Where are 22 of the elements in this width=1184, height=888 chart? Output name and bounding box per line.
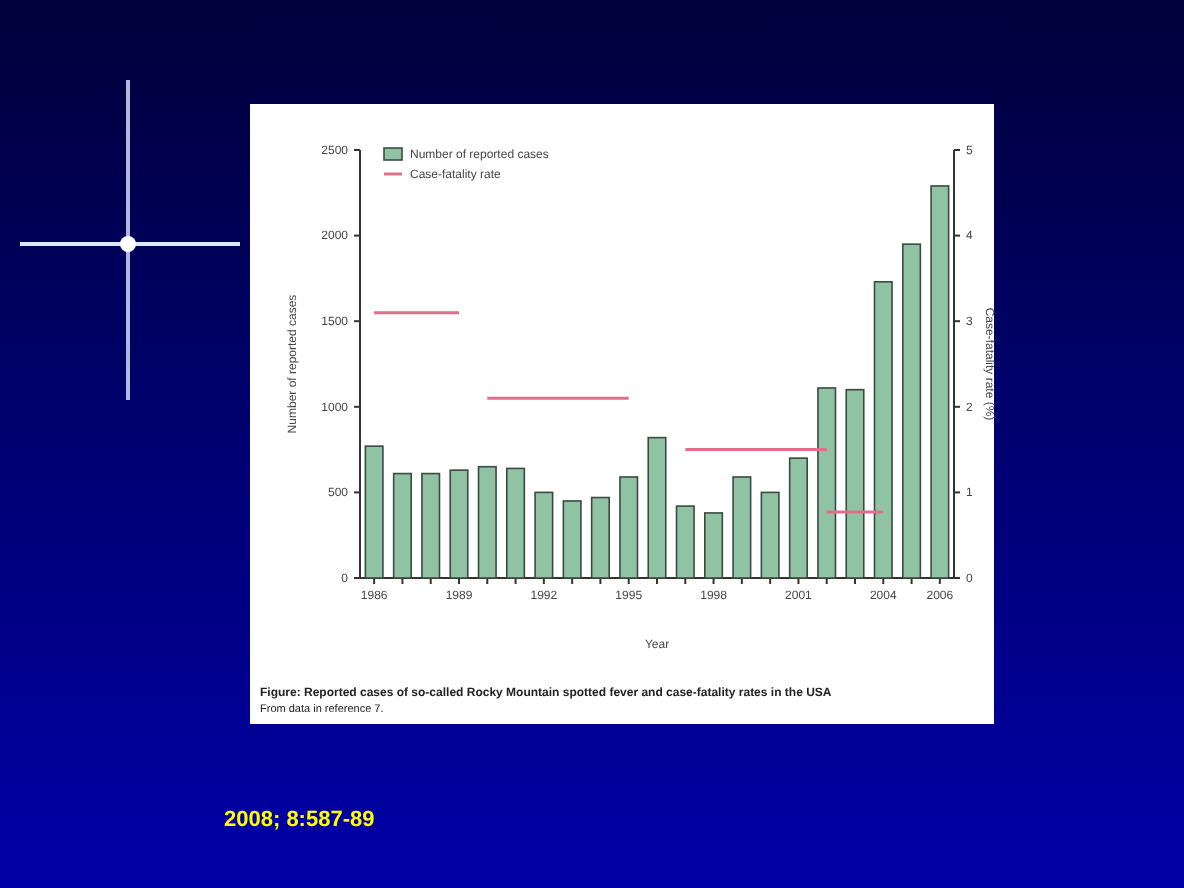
- bar: [364, 445, 384, 579]
- bar: [873, 281, 893, 579]
- bar: [845, 388, 865, 579]
- bar: [902, 243, 922, 579]
- bar: [392, 472, 412, 579]
- text: 2008; 8:587-89: [224, 808, 375, 832]
- bar: [675, 505, 695, 579]
- bar: [619, 476, 639, 579]
- bar: [506, 467, 526, 579]
- bar: [930, 185, 950, 579]
- bar: [647, 436, 667, 579]
- bar: [817, 387, 837, 579]
- bar: [788, 457, 808, 579]
- bar: [732, 476, 752, 579]
- bar: [449, 469, 469, 579]
- bar: [760, 491, 780, 579]
- bar: [562, 500, 582, 579]
- bar: [704, 512, 724, 579]
- bar: [590, 496, 610, 579]
- bar: [421, 472, 441, 579]
- bar: [534, 491, 554, 579]
- bar: [477, 465, 497, 579]
